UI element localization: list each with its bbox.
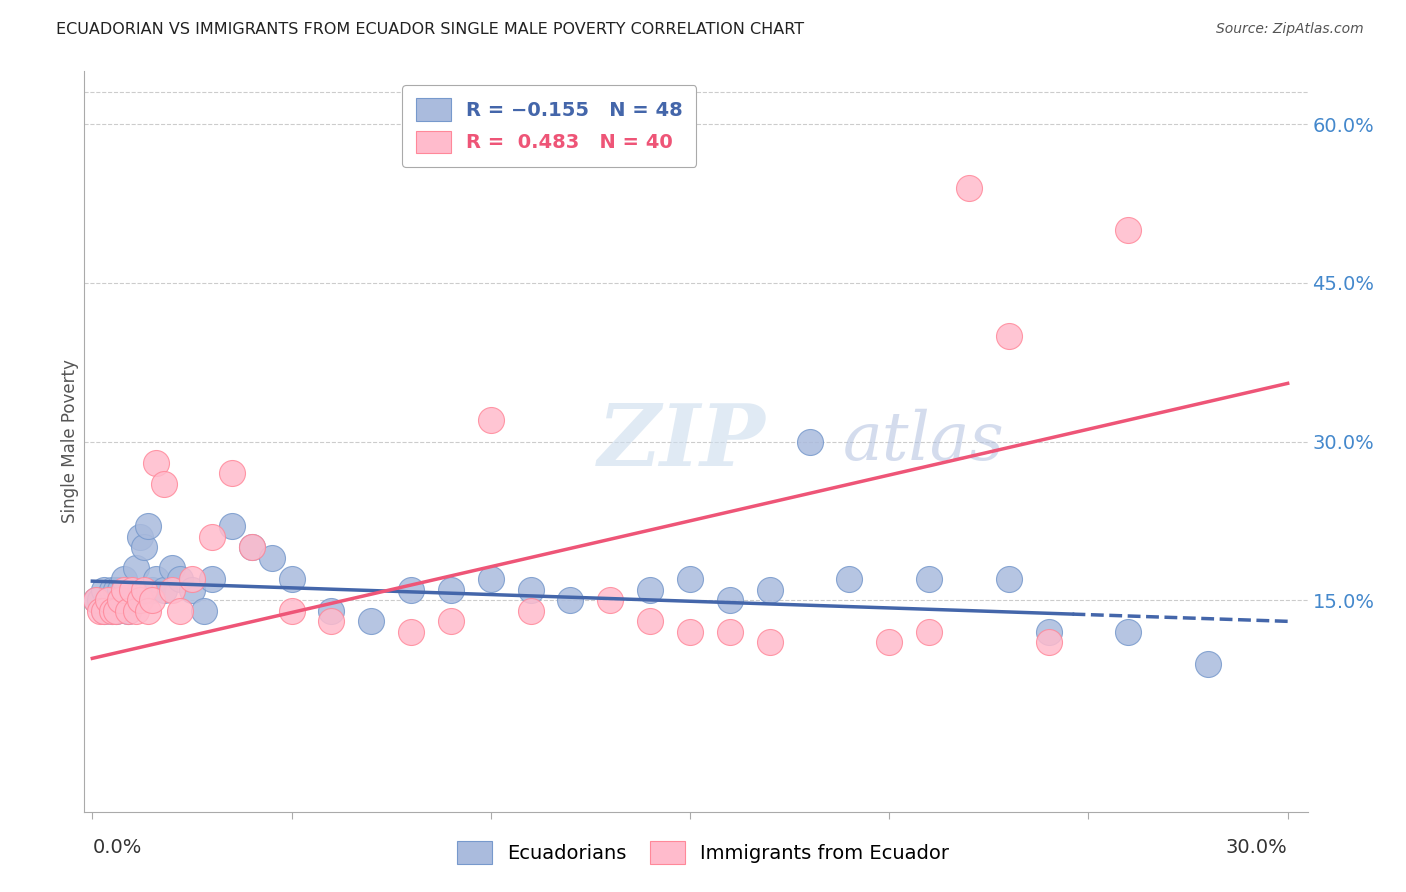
Text: ECUADORIAN VS IMMIGRANTS FROM ECUADOR SINGLE MALE POVERTY CORRELATION CHART: ECUADORIAN VS IMMIGRANTS FROM ECUADOR SI… — [56, 22, 804, 37]
Point — [321, 615, 343, 629]
Y-axis label: Single Male Poverty: Single Male Poverty — [62, 359, 80, 524]
Point — [110, 593, 132, 607]
Point — [519, 582, 541, 597]
Point — [201, 530, 224, 544]
Point — [718, 593, 741, 607]
Point — [110, 582, 132, 597]
Point — [479, 572, 502, 586]
Point — [169, 572, 191, 586]
Point — [141, 582, 163, 597]
Point — [638, 615, 661, 629]
Point — [758, 635, 780, 649]
Point — [280, 572, 302, 586]
Point — [918, 624, 941, 639]
Point — [110, 593, 132, 607]
Point — [89, 593, 111, 607]
Point — [153, 582, 176, 597]
Point — [838, 572, 860, 586]
Point — [758, 582, 780, 597]
Point — [145, 572, 167, 586]
Point — [877, 635, 900, 649]
Point — [86, 593, 108, 607]
Point — [440, 615, 463, 629]
Point — [399, 624, 422, 639]
Point — [129, 530, 152, 544]
Point — [121, 593, 143, 607]
Point — [221, 467, 243, 481]
Point — [718, 624, 741, 639]
Point — [280, 604, 302, 618]
Point — [125, 561, 148, 575]
Point — [160, 561, 183, 575]
Point — [1197, 657, 1219, 671]
Point — [101, 604, 124, 618]
Text: atlas: atlas — [842, 409, 1004, 475]
Text: ZIP: ZIP — [598, 400, 766, 483]
Point — [136, 604, 159, 618]
Point — [134, 582, 156, 597]
Point — [117, 604, 139, 618]
Point — [679, 572, 702, 586]
Point — [321, 604, 343, 618]
Point — [193, 604, 215, 618]
Point — [201, 572, 224, 586]
Point — [97, 593, 120, 607]
Point — [440, 582, 463, 597]
Point — [105, 604, 128, 618]
Point — [240, 541, 263, 555]
Point — [1038, 635, 1060, 649]
Point — [101, 582, 124, 597]
Point — [479, 413, 502, 427]
Point — [141, 593, 163, 607]
Point — [799, 434, 821, 449]
Text: Source: ZipAtlas.com: Source: ZipAtlas.com — [1216, 22, 1364, 37]
Point — [93, 604, 115, 618]
Point — [519, 604, 541, 618]
Point — [101, 604, 124, 618]
Point — [97, 593, 120, 607]
Point — [136, 519, 159, 533]
Point — [89, 604, 111, 618]
Point — [105, 604, 128, 618]
Point — [105, 582, 128, 597]
Point — [560, 593, 582, 607]
Point — [679, 624, 702, 639]
Point — [86, 593, 108, 607]
Point — [1038, 624, 1060, 639]
Point — [129, 593, 152, 607]
Point — [957, 180, 980, 194]
Legend: R = −0.155   N = 48, R =  0.483   N = 40: R = −0.155 N = 48, R = 0.483 N = 40 — [402, 85, 696, 167]
Point — [117, 604, 139, 618]
Point — [638, 582, 661, 597]
Point — [145, 456, 167, 470]
Point — [1116, 223, 1139, 237]
Point — [240, 541, 263, 555]
Point — [169, 604, 191, 618]
Point — [93, 604, 115, 618]
Point — [360, 615, 382, 629]
Text: 30.0%: 30.0% — [1226, 838, 1288, 857]
Legend: Ecuadorians, Immigrants from Ecuador: Ecuadorians, Immigrants from Ecuador — [449, 833, 957, 871]
Point — [181, 572, 204, 586]
Point — [112, 582, 135, 597]
Point — [221, 519, 243, 533]
Point — [1116, 624, 1139, 639]
Point — [918, 572, 941, 586]
Point — [134, 541, 156, 555]
Point — [599, 593, 621, 607]
Point — [112, 572, 135, 586]
Point — [997, 328, 1019, 343]
Point — [399, 582, 422, 597]
Point — [93, 582, 115, 597]
Point — [260, 550, 283, 565]
Point — [121, 582, 143, 597]
Point — [181, 582, 204, 597]
Point — [997, 572, 1019, 586]
Point — [153, 476, 176, 491]
Text: 0.0%: 0.0% — [93, 838, 142, 857]
Point — [160, 582, 183, 597]
Point — [125, 604, 148, 618]
